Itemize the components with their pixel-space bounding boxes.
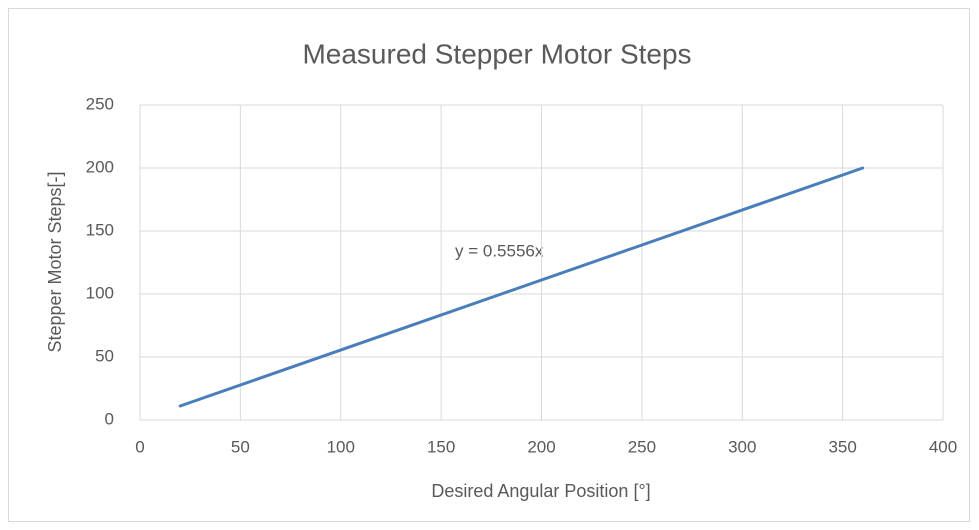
y-axis-label: Stepper Motor Steps[-] <box>45 171 65 352</box>
series-line <box>178 166 865 408</box>
annotation: y = 0.5556x <box>455 241 544 260</box>
chart-border <box>8 8 970 522</box>
x-axis-label: Desired Angular Position [°] <box>431 481 650 501</box>
x-tick-label: 250 <box>628 437 656 456</box>
x-tick-label: 350 <box>828 437 856 456</box>
chart-title: Measured Stepper Motor Steps <box>302 38 691 69</box>
y-tick-label: 50 <box>95 346 114 365</box>
x-tick-label: 100 <box>327 437 355 456</box>
x-tick-label: 300 <box>728 437 756 456</box>
x-tick-label: 50 <box>231 437 250 456</box>
y-tick-label: 150 <box>86 220 114 239</box>
x-tick-label: 0 <box>135 437 144 456</box>
x-tick-label: 150 <box>427 437 455 456</box>
x-tick-label: 200 <box>527 437 555 456</box>
x-tick-label: 400 <box>929 437 957 456</box>
y-tick-label: 200 <box>86 157 114 176</box>
y-tick-label: 250 <box>86 94 114 113</box>
y-tick-label: 100 <box>86 283 114 302</box>
y-tick-label: 0 <box>105 409 114 428</box>
